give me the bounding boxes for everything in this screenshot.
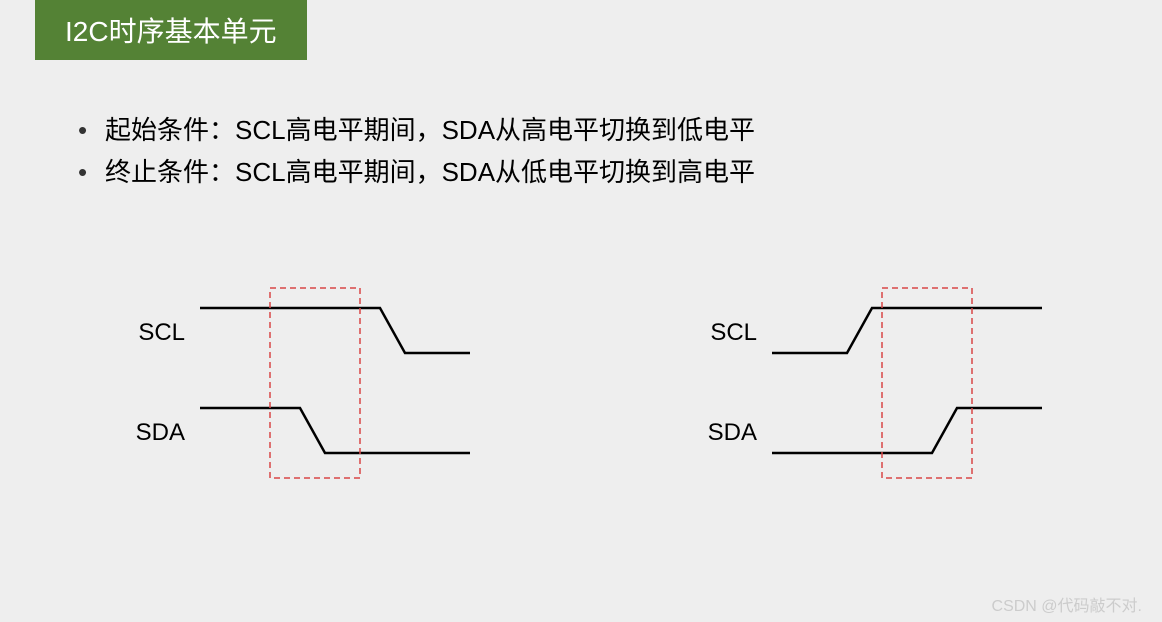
scl-stop-waveform bbox=[772, 298, 1052, 368]
scl-start-waveform bbox=[200, 298, 480, 368]
watermark: CSDN @代码敲不对. bbox=[992, 592, 1142, 616]
start-condition-diagram: SCL SDA bbox=[110, 283, 480, 483]
stop-condition-diagram: SCL SDA bbox=[682, 283, 1052, 483]
sda-stop-waveform bbox=[772, 398, 1052, 468]
scl-label: SCL bbox=[682, 319, 757, 347]
sda-start-waveform bbox=[200, 398, 480, 468]
title-bar: I2C时序基本单元 bbox=[35, 0, 307, 60]
sda-label: SDA bbox=[110, 419, 185, 447]
scl-row: SCL bbox=[682, 283, 1052, 383]
scl-row: SCL bbox=[110, 283, 480, 383]
scl-label: SCL bbox=[110, 319, 185, 347]
bullet-item: 起始条件：SCL高电平期间，SDA从高电平切换到低电平 bbox=[70, 110, 1092, 152]
bullet-item: 终止条件：SCL高电平期间，SDA从低电平切换到高电平 bbox=[70, 152, 1092, 194]
page-title: I2C时序基本单元 bbox=[65, 16, 277, 47]
sda-row: SDA bbox=[110, 383, 480, 483]
diagrams-container: SCL SDA SCL SDA bbox=[70, 283, 1092, 483]
sda-label: SDA bbox=[682, 419, 757, 447]
sda-row: SDA bbox=[682, 383, 1052, 483]
bullet-list: 起始条件：SCL高电平期间，SDA从高电平切换到低电平 终止条件：SCL高电平期… bbox=[70, 110, 1092, 193]
content-area: 起始条件：SCL高电平期间，SDA从高电平切换到低电平 终止条件：SCL高电平期… bbox=[0, 60, 1162, 483]
